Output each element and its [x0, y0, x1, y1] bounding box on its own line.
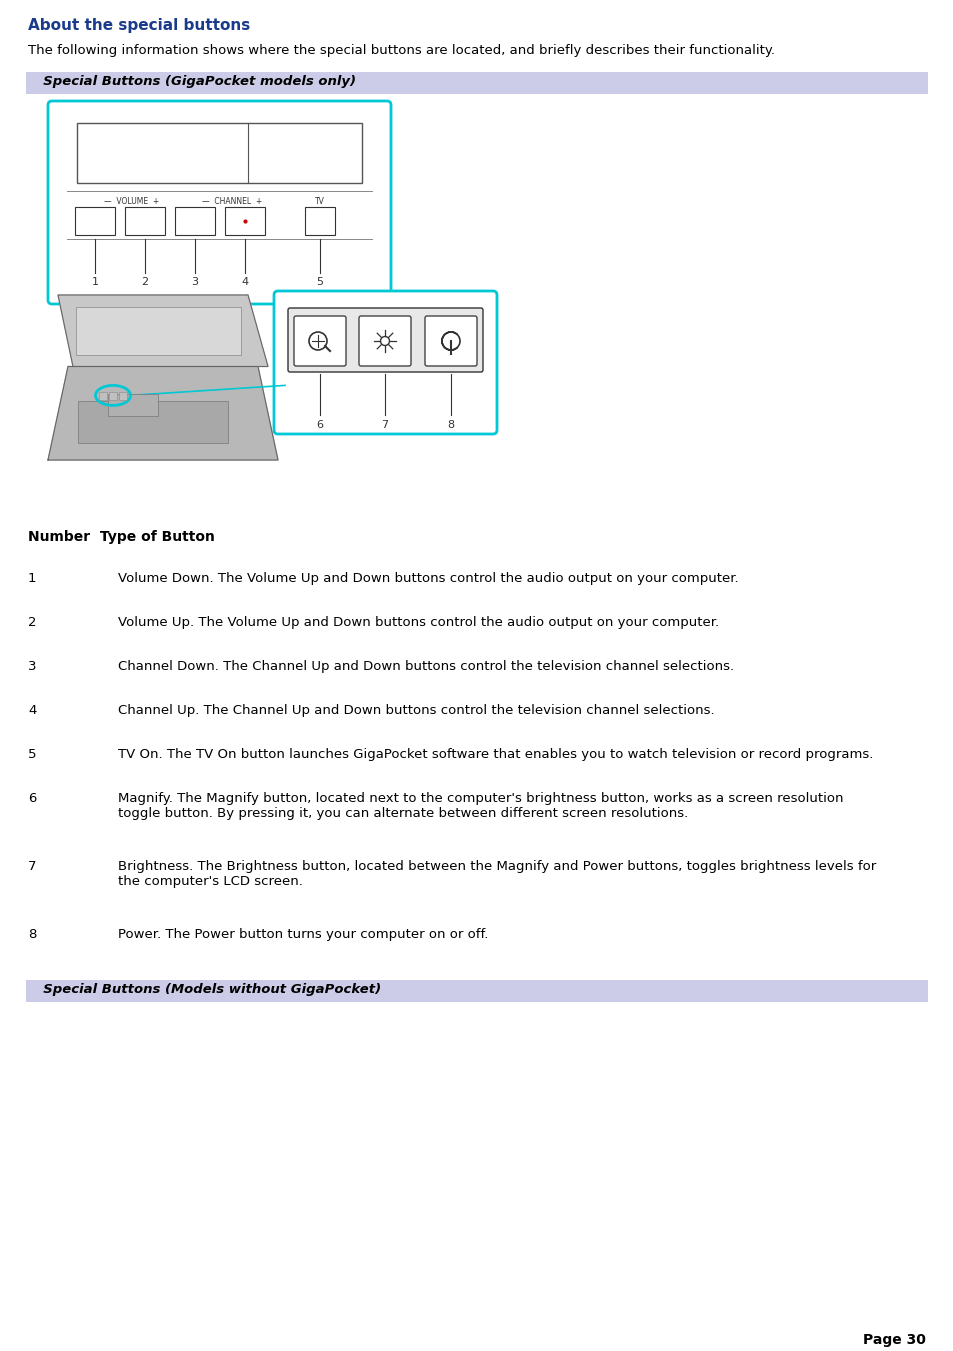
FancyBboxPatch shape [424, 316, 476, 366]
Bar [174, 207, 214, 235]
Text: 2: 2 [28, 616, 36, 630]
Text: Brightness. The Brightness button, located between the Magnify and Power buttons: Brightness. The Brightness button, locat… [118, 861, 876, 888]
Text: TV: TV [314, 197, 325, 205]
Text: 2: 2 [141, 277, 149, 286]
Text: 5: 5 [316, 277, 323, 286]
Text: Number  Type of Button: Number Type of Button [28, 530, 214, 544]
Bar [75, 207, 115, 235]
Bar [109, 392, 117, 400]
Text: Magnify. The Magnify button, located next to the computer's brightness button, w: Magnify. The Magnify button, located nex… [118, 792, 842, 820]
Text: 4: 4 [28, 704, 36, 717]
Bar [26, 72, 927, 95]
Text: Volume Up. The Volume Up and Down buttons control the audio output on your compu: Volume Up. The Volume Up and Down button… [118, 616, 719, 630]
Text: —  VOLUME  +: — VOLUME + [104, 197, 159, 205]
Bar [99, 392, 107, 400]
Text: Power. The Power button turns your computer on or off.: Power. The Power button turns your compu… [118, 928, 488, 942]
Text: Page 30: Page 30 [862, 1333, 925, 1347]
Text: Volume Down. The Volume Up and Down buttons control the audio output on your com: Volume Down. The Volume Up and Down butt… [118, 571, 738, 585]
Text: 5: 5 [28, 748, 36, 761]
Polygon shape [48, 366, 277, 459]
Bar [225, 207, 265, 235]
FancyBboxPatch shape [48, 101, 391, 304]
Text: 7: 7 [381, 420, 388, 430]
Polygon shape [58, 295, 268, 366]
Text: 7: 7 [28, 861, 36, 873]
Text: Special Buttons (Models without GigaPocket): Special Buttons (Models without GigaPock… [34, 984, 381, 996]
FancyBboxPatch shape [274, 290, 497, 434]
Text: 6: 6 [28, 792, 36, 805]
Text: —  CHANNEL  +: — CHANNEL + [202, 197, 262, 205]
Text: 4: 4 [241, 277, 249, 286]
Bar [125, 207, 165, 235]
Bar [305, 207, 335, 235]
Bar [78, 400, 228, 443]
Bar [77, 123, 361, 182]
Bar [26, 979, 927, 1002]
Bar [119, 392, 127, 400]
Text: About the special buttons: About the special buttons [28, 18, 250, 32]
Text: Special Buttons (GigaPocket models only): Special Buttons (GigaPocket models only) [34, 76, 355, 88]
Text: 3: 3 [28, 661, 36, 673]
Bar [108, 393, 158, 416]
Text: 8: 8 [28, 928, 36, 942]
Text: Channel Up. The Channel Up and Down buttons control the television channel selec: Channel Up. The Channel Up and Down butt… [118, 704, 714, 717]
Text: 6: 6 [316, 420, 323, 430]
Text: Channel Down. The Channel Up and Down buttons control the television channel sel: Channel Down. The Channel Up and Down bu… [118, 661, 734, 673]
Bar [76, 307, 241, 354]
Text: 1: 1 [91, 277, 98, 286]
Text: The following information shows where the special buttons are located, and brief: The following information shows where th… [28, 45, 774, 57]
FancyBboxPatch shape [294, 316, 346, 366]
FancyBboxPatch shape [358, 316, 411, 366]
Text: TV On. The TV On button launches GigaPocket software that enables you to watch t: TV On. The TV On button launches GigaPoc… [118, 748, 872, 761]
FancyBboxPatch shape [288, 308, 482, 372]
Text: 1: 1 [28, 571, 36, 585]
Text: 3: 3 [192, 277, 198, 286]
Text: 8: 8 [447, 420, 454, 430]
